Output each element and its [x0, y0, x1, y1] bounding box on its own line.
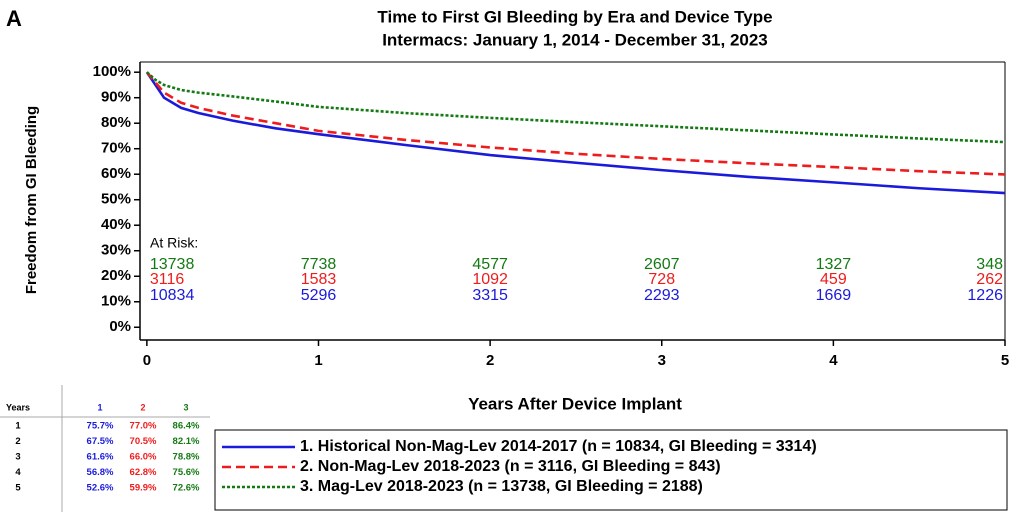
table-cell: 52.6% [87, 483, 114, 494]
survival-curve [145, 71, 1006, 144]
y-tick-label: 100% [93, 63, 131, 80]
x-tick-label: 0 [143, 352, 151, 369]
at-risk-count: 1092 [472, 271, 508, 288]
at-risk-count: 348 [976, 256, 1003, 273]
y-tick-label: 70% [101, 140, 131, 157]
at-risk-count: 728 [648, 271, 675, 288]
table-cell: 66.0% [130, 452, 157, 463]
legend-box [214, 429, 1008, 511]
legend-label: 1. Historical Non-Mag-Lev 2014-2017 (n =… [300, 438, 817, 455]
at-risk-count: 1669 [816, 287, 852, 304]
table-cell: 59.9% [130, 483, 157, 494]
table-cell: 5 [15, 483, 21, 494]
survival-curve [145, 71, 1006, 195]
table-cell: 56.8% [87, 467, 114, 478]
survival-curve [145, 71, 1006, 176]
x-tick-label: 4 [829, 352, 838, 369]
table-cell: 3 [15, 452, 20, 463]
x-axis-label: Years After Device Implant [468, 394, 682, 413]
table-header: 2 [140, 402, 145, 412]
at-risk-count: 10834 [150, 287, 195, 304]
table-cell: 77.0% [130, 421, 157, 432]
chart-title: Time to First GI Bleeding by Era and Dev… [377, 7, 772, 26]
y-tick-label: 20% [101, 267, 131, 284]
panel-label: A [6, 6, 22, 31]
x-tick-label: 5 [1001, 352, 1009, 369]
at-risk-label: At Risk: [150, 235, 198, 251]
chart-subtitle: Intermacs: January 1, 2014 - December 31… [382, 30, 768, 49]
table-cell: 72.6% [173, 483, 200, 494]
at-risk-count: 1583 [301, 271, 337, 288]
at-risk-count: 2607 [644, 256, 680, 273]
y-tick-label: 90% [101, 89, 131, 106]
x-tick-label: 2 [486, 352, 494, 369]
y-tick-label: 10% [101, 293, 131, 310]
table-header: 1 [97, 402, 102, 412]
x-tick-label: 3 [658, 352, 666, 369]
table-cell: 82.1% [173, 436, 200, 447]
table-cell: 78.8% [173, 452, 200, 463]
at-risk-count: 1226 [967, 287, 1003, 304]
at-risk-count: 5296 [301, 287, 337, 304]
table-header: 3 [183, 402, 188, 412]
table-cell: 1 [15, 421, 21, 432]
y-axis-label: Freedom from GI Bleeding [23, 106, 40, 294]
at-risk-count: 2293 [644, 287, 680, 304]
at-risk-count: 13738 [150, 256, 195, 273]
y-tick-label: 40% [101, 216, 131, 233]
table-cell: 61.6% [87, 452, 114, 463]
at-risk-count: 1327 [816, 256, 852, 273]
at-risk-count: 3315 [472, 287, 508, 304]
table-cell: 4 [15, 467, 21, 478]
table-header: Years [6, 402, 30, 412]
legend-label: 2. Non-Mag-Lev 2018-2023 (n = 3116, GI B… [300, 458, 721, 475]
at-risk-count: 4577 [472, 256, 508, 273]
y-tick-label: 60% [101, 165, 131, 182]
y-tick-label: 0% [109, 318, 131, 335]
legend-label: 3. Mag-Lev 2018-2023 (n = 13738, GI Blee… [300, 478, 703, 495]
y-tick-label: 50% [101, 191, 131, 208]
table-cell: 2 [15, 436, 20, 447]
y-tick-label: 30% [101, 242, 131, 259]
at-risk-count: 7738 [301, 256, 337, 273]
at-risk-count: 262 [976, 271, 1003, 288]
y-tick-label: 80% [101, 114, 131, 131]
table-cell: 75.7% [87, 421, 114, 432]
table-cell: 75.6% [173, 467, 200, 478]
table-cell: 86.4% [173, 421, 200, 432]
at-risk-count: 459 [820, 271, 847, 288]
at-risk-count: 3116 [150, 271, 185, 288]
table-cell: 67.5% [87, 436, 114, 447]
table-cell: 70.5% [130, 436, 157, 447]
table-cell: 62.8% [130, 467, 157, 478]
x-tick-label: 1 [314, 352, 322, 369]
